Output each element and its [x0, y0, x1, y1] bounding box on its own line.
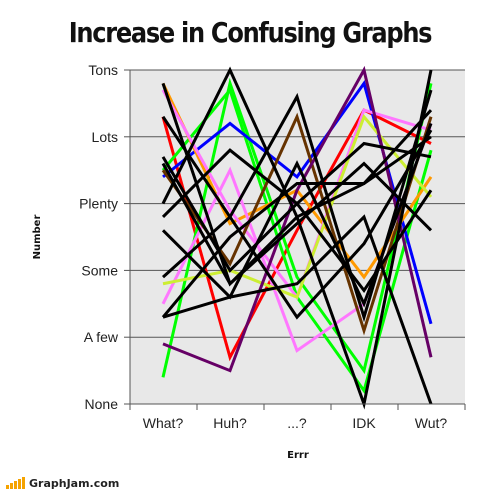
tick-labels: None A few Some Plenty Lots Tons What? Huh?...?…	[79, 62, 447, 431]
series-line	[161, 122, 433, 308]
series-line	[161, 66, 433, 410]
graphjam-logo-icon	[6, 477, 26, 489]
x-tick-label: ...?	[287, 415, 307, 431]
y-tick-label: Tons	[88, 62, 118, 78]
x-tick-label: Wut?	[415, 415, 448, 431]
series-line	[161, 135, 432, 319]
x-tick-label: Huh?	[213, 415, 247, 431]
y-tick-label: Plenty	[79, 196, 118, 212]
series-line	[162, 65, 433, 373]
series-line	[162, 214, 433, 405]
axes	[124, 69, 466, 410]
y-tick-label: Lots	[92, 129, 118, 145]
series-line	[161, 108, 432, 362]
x-tick-label: What?	[143, 415, 184, 431]
series-line	[161, 161, 433, 287]
x-axis-label: Errr	[287, 450, 309, 461]
footer: GraphJam.com	[6, 475, 119, 491]
x-tick-label: IDK	[352, 415, 376, 431]
series-line	[161, 115, 433, 320]
footer-site-label: GraphJam.com	[29, 476, 120, 490]
series-layer	[161, 65, 433, 410]
y-tick-label: None	[85, 396, 119, 412]
y-tick-label: A few	[84, 329, 119, 345]
y-tick-label: Some	[81, 262, 118, 278]
series-line	[161, 156, 433, 294]
chart-title: Increase in Confusing Graphs	[68, 16, 433, 49]
y-axis-label: Number	[32, 215, 43, 260]
